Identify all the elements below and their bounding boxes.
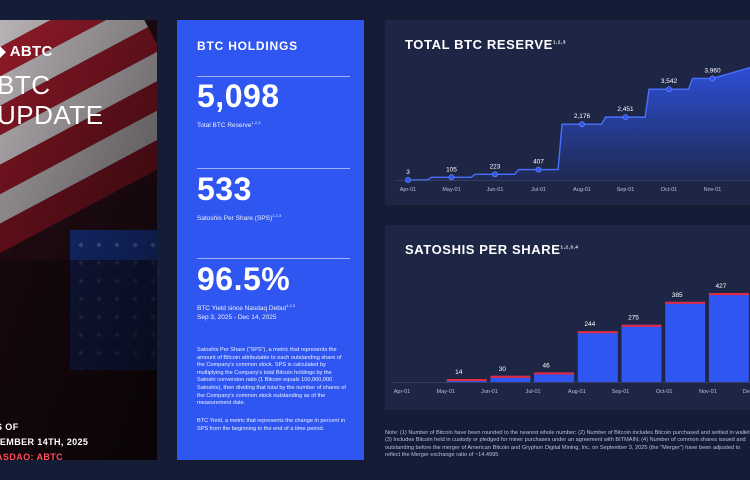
reserve-data-label: 223 — [490, 163, 501, 170]
holdings-title: BTC HOLDINGS — [197, 39, 298, 53]
total-btc-reserve-value: 5,098 — [197, 78, 280, 114]
sps-bar-cap — [665, 301, 706, 304]
reserve-data-label: 105 — [446, 166, 457, 173]
reserve-chart-title: TOTAL BTC RESERVE1,2,3 — [405, 37, 566, 52]
sps-bar — [490, 375, 531, 382]
hero-as-of: S OF — [0, 422, 19, 432]
sps-data-label: 30 — [499, 366, 507, 373]
reserve-point — [405, 177, 411, 183]
reserve-tick-label: Jul-01 — [531, 187, 546, 193]
sps-bar-cap — [577, 331, 618, 334]
reserve-tick-label: May-01 — [442, 187, 460, 193]
hero-ticker: ASDAQ: ABTC — [0, 452, 64, 460]
sps-value: 533 — [197, 171, 252, 207]
brand-mark-icon: ◆ — [0, 43, 10, 60]
sps-data-label: 275 — [628, 315, 639, 322]
brand-logo: ◆ ABTC — [0, 42, 53, 60]
footnote: Note: (1) Number of Bitcoin have been ro… — [385, 430, 750, 458]
reserve-area — [408, 67, 750, 180]
sps-chart-title: SATOSHIS PER SHARE1,2,3,4 — [405, 242, 579, 257]
divider — [197, 258, 350, 259]
sps-tick-label: Nov-01 — [699, 389, 717, 395]
sps-data-label: 244 — [584, 321, 595, 328]
hero-title: BTC UPDATE — [0, 70, 104, 130]
sps-tick-label: Dec-14 — [743, 389, 750, 395]
sps-label: Satoshis Per Share (SPS)1,2,3 — [197, 213, 282, 223]
reserve-tick-label: Aug-01 — [573, 187, 591, 193]
hero-title-line2: UPDATE — [0, 100, 104, 130]
hero-title-line1: BTC — [0, 70, 51, 100]
reserve-data-label: 3,542 — [661, 78, 678, 85]
sps-tick-label: Aug-01 — [568, 389, 586, 395]
sps-bar — [621, 324, 662, 382]
sps-bar — [665, 301, 706, 382]
sps-tick-label: Oct-01 — [656, 389, 673, 395]
sps-bar — [534, 372, 575, 382]
sps-panel: SATOSHIS PER SHARE1,2,3,4 Apr-01 14 May-01… — [385, 225, 750, 410]
reserve-point — [492, 171, 498, 178]
reserve-line — [408, 66, 750, 181]
sps-bar-cap — [708, 293, 749, 296]
btc-holdings-panel: BTC HOLDINGS 5,098 Total BTC Reserve1,2,… — [177, 20, 364, 460]
divider — [197, 76, 350, 77]
sps-bar-cap — [446, 379, 487, 381]
reserve-point — [579, 121, 585, 128]
btc-yield-value: 96.5% — [197, 261, 291, 297]
sps-bar-cap — [621, 324, 662, 327]
reserve-point — [448, 174, 455, 181]
reserve-point — [709, 75, 716, 82]
reserve-area-chart: 3 Apr-01 105 May-01 223 Jun-01 407 Jul-01 2,176 A… — [395, 66, 750, 193]
reserve-data-label: 2,451 — [617, 106, 634, 113]
sps-data-label: 46 — [542, 362, 550, 369]
reserve-point — [666, 86, 672, 93]
sps-bar-cap — [490, 375, 531, 378]
flag-background-image — [0, 20, 157, 460]
sps-bar — [577, 331, 618, 382]
sps-bar — [708, 293, 749, 382]
sps-data-label: 385 — [672, 292, 683, 299]
brand-name: ABTC — [9, 43, 53, 60]
reserve-data-label: 3,960 — [704, 67, 721, 74]
sps-tick-label: Sep-01 — [612, 389, 630, 395]
reserve-tick-label: Sep-01 — [617, 187, 635, 193]
reserve-tick-label: Jun-01 — [487, 187, 504, 193]
btc-yield-definition: BTC Yield, a metric that represents the … — [197, 418, 346, 432]
sps-bar-chart: Apr-01 14 May-01 30 Jun-01 46 Jul-01 244 Aug-01 2… — [393, 283, 750, 395]
reserve-tick-label: Oct-01 — [661, 187, 678, 193]
sps-tick-label: Apr-01 — [394, 389, 411, 395]
sps-bar-cap — [534, 372, 575, 375]
sps-tick-label: May-01 — [437, 389, 455, 395]
sps-data-label: 427 — [715, 283, 726, 290]
sps-definition: Satoshis Per Share (“SPS”), a metric tha… — [197, 347, 346, 407]
reserve-tick-label: Apr-01 — [400, 187, 417, 193]
reserve-data-label: 407 — [533, 159, 544, 166]
hero-date: CEMBER 14TH, 2025 — [0, 437, 89, 447]
sps-data-label: 14 — [455, 369, 463, 376]
btc-yield-period: Sep 3, 2025 - Dec 14, 2025 — [197, 314, 277, 321]
hero-banner: ◆ ABTC BTC UPDATE S OF CEMBER 14TH, 2025… — [0, 20, 157, 460]
reserve-tick-label: Nov-01 — [704, 187, 722, 193]
reserve-point — [622, 114, 629, 121]
total-btc-reserve-label: Total BTC Reserve1,2,3 — [197, 120, 261, 130]
reserve-data-label: 3 — [406, 169, 410, 176]
reserve-data-label: 2,176 — [574, 113, 591, 120]
sps-tick-label: Jul-01 — [526, 389, 541, 395]
divider — [197, 168, 350, 169]
total-btc-reserve-panel: TOTAL BTC RESERVE1,2,3 3 Apr-01 105 May-01 2… — [385, 20, 750, 205]
sps-tick-label: Jun-01 — [481, 389, 498, 395]
reserve-point — [535, 166, 542, 173]
btc-yield-label: BTC Yield since Nasdaq Debut1,2,3 — [197, 303, 296, 313]
